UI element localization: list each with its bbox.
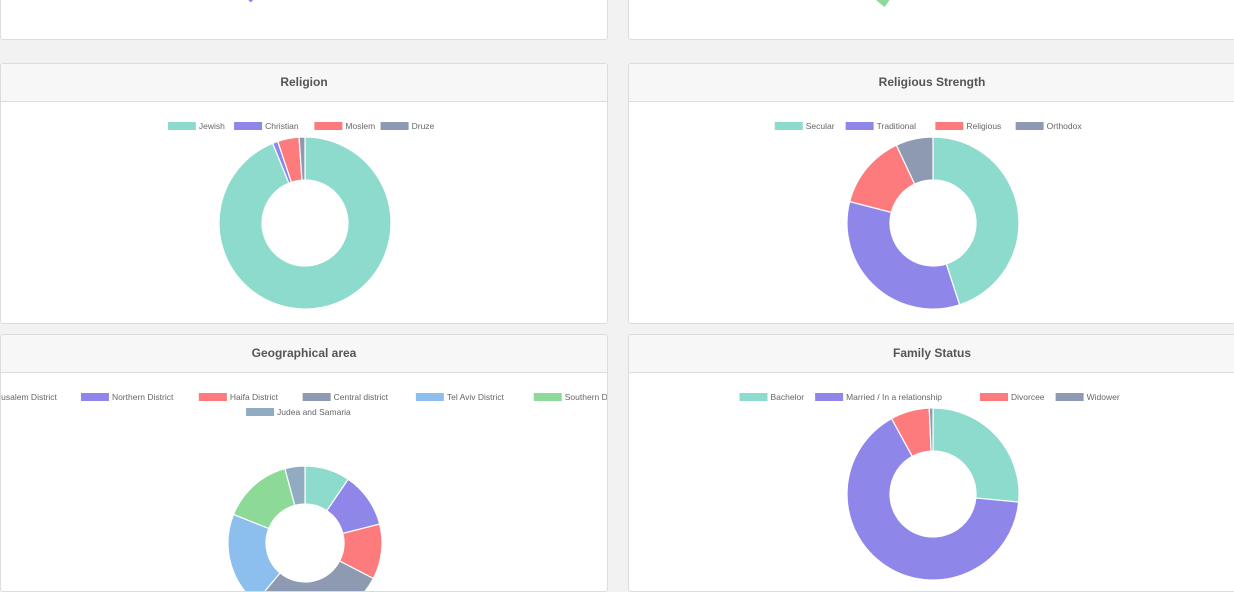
legend-item-judea-and-samaria[interactable]: Judea and Samaria — [246, 407, 351, 417]
legend-item-druze[interactable]: Druze — [380, 121, 435, 131]
top-right-chart-card — [628, 0, 1234, 40]
legend-label: Widower — [1087, 392, 1120, 402]
legend-swatch — [302, 393, 331, 401]
legend-item-bachelor[interactable]: Bachelor — [739, 392, 805, 402]
legend-label: Northern District — [112, 392, 174, 402]
legend-swatch — [80, 393, 109, 401]
slice-traditional[interactable] — [846, 200, 961, 310]
legend-item-married-in-a-relationship[interactable]: Married / In a relationship — [815, 392, 942, 402]
legend-swatch — [1055, 393, 1084, 401]
legend-label: Traditional — [877, 121, 916, 131]
legend-swatch — [314, 122, 343, 130]
religious-strength-chart: Secular Traditional Religious Orthodox — [774, 121, 1083, 310]
religious-strength-chart-card: Religious Strength Secular Traditional Rel… — [628, 63, 1234, 324]
religion-chart-card: Religion Jewish Christian Moslem Druze — [0, 63, 608, 324]
legend-item-haifa-district[interactable]: Haifa District — [198, 392, 279, 402]
legend-item-divorcee[interactable]: Divorcee — [980, 392, 1045, 402]
legend-label: Married / In a relationship — [846, 392, 942, 402]
legend-swatch — [815, 393, 844, 401]
family-status-chart-card: Family Status Bachelor Married / In a rel… — [628, 334, 1234, 592]
legend-item-central-district[interactable]: Central district — [302, 392, 389, 402]
legend-swatch — [246, 408, 275, 416]
legend-label: Haifa District — [230, 392, 279, 402]
legend-label: Divorcee — [1011, 392, 1045, 402]
legend-item-religious[interactable]: Religious — [935, 121, 1001, 131]
family-status-chart-title: Family Status — [629, 335, 1234, 373]
legend-label: Jewish — [199, 121, 225, 131]
religion-chart: Jewish Christian Moslem Druze — [167, 121, 435, 310]
slice-bachelor[interactable] — [932, 407, 1020, 503]
slice-tel-aviv-district[interactable] — [227, 513, 281, 592]
legend-label: Secular — [806, 121, 835, 131]
religious-strength-chart-title: Religious Strength — [629, 64, 1234, 102]
slice-married-in-a-relationship[interactable] — [846, 417, 1020, 581]
legend-item-tel-aviv-district[interactable]: Tel Aviv District — [415, 392, 505, 402]
legend-swatch — [1015, 122, 1044, 130]
slice-secular[interactable] — [932, 136, 1020, 306]
legend-item-southern-district[interactable]: Southern District — [533, 392, 608, 402]
geographical-area-chart: Jerusalem District Northern District Haifa… — [1, 392, 608, 592]
legend-label: Druze — [412, 121, 435, 131]
top-left-chart-card — [0, 0, 608, 40]
legend-label: Central district — [334, 392, 389, 402]
legend-item-widower[interactable]: Widower — [1055, 392, 1120, 402]
legend-label: Christian — [265, 121, 299, 131]
legend-label: Jerusalem District — [1, 392, 58, 402]
top-right-chart — [849, 0, 908, 9]
geographical-area-chart-title: Geographical area — [1, 335, 607, 373]
family-status-chart: Bachelor Married / In a relationship Divor… — [739, 392, 1120, 581]
legend-swatch — [167, 122, 196, 130]
slice-segment-1[interactable] — [849, 0, 908, 9]
slice-judea-and-samaria[interactable] — [284, 465, 306, 507]
legend-item-moslem[interactable]: Moslem — [314, 121, 375, 131]
legend-item-jewish[interactable]: Jewish — [167, 121, 225, 131]
slice-druze[interactable] — [298, 136, 306, 181]
slice-segment-1[interactable] — [221, 0, 284, 5]
legend-label: Religious — [966, 121, 1001, 131]
legend-item-orthodox[interactable]: Orthodox — [1015, 121, 1083, 131]
legend-label: Judea and Samaria — [277, 407, 351, 417]
legend-swatch — [415, 393, 444, 401]
religion-chart-title: Religion — [1, 64, 607, 102]
legend-item-traditional[interactable]: Traditional — [845, 121, 916, 131]
legend-label: Bachelor — [771, 392, 805, 402]
legend-swatch — [739, 393, 768, 401]
legend-label: Orthodox — [1047, 121, 1083, 131]
legend-item-northern-district[interactable]: Northern District — [80, 392, 174, 402]
legend-swatch — [774, 122, 803, 130]
legend-label: Southern District — [565, 392, 608, 402]
legend-swatch — [935, 122, 964, 130]
slice-widower[interactable] — [928, 407, 934, 452]
legend-swatch — [198, 393, 227, 401]
legend-label: Moslem — [345, 121, 375, 131]
legend-item-jerusalem-district[interactable]: Jerusalem District — [1, 392, 58, 402]
legend-swatch — [980, 393, 1008, 401]
legend-label: Tel Aviv District — [447, 392, 505, 402]
legend-swatch — [845, 122, 874, 130]
slice-central-district[interactable] — [256, 560, 375, 592]
slice-orthodox[interactable] — [895, 136, 934, 185]
legend-swatch — [533, 393, 562, 401]
legend-item-christian[interactable]: Christian — [234, 121, 299, 131]
legend-swatch — [380, 122, 409, 130]
legend-item-secular[interactable]: Secular — [774, 121, 835, 131]
top-left-chart — [221, 0, 284, 5]
legend-swatch — [234, 122, 263, 130]
slice-jewish[interactable] — [218, 136, 392, 310]
geographical-area-chart-card: Geographical area Jerusalem District Nort… — [0, 334, 608, 592]
